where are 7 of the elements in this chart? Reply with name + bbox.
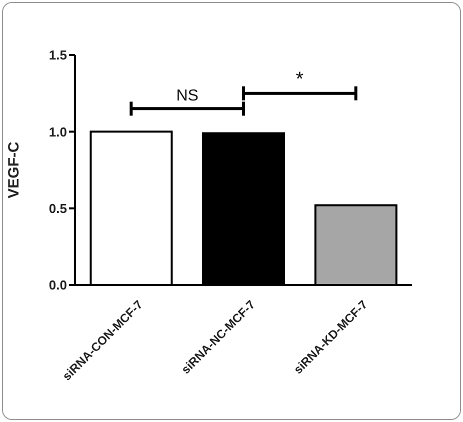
annotation: * xyxy=(296,68,304,90)
y-tick-label: 1.0 xyxy=(48,124,67,140)
y-tick-label: 0.5 xyxy=(48,200,67,216)
annotation: NS xyxy=(176,88,198,105)
y-axis-title: VEGF-C xyxy=(5,142,22,198)
y-tick-label: 0.0 xyxy=(48,278,67,293)
y-tick-label: 1.5 xyxy=(48,48,67,63)
